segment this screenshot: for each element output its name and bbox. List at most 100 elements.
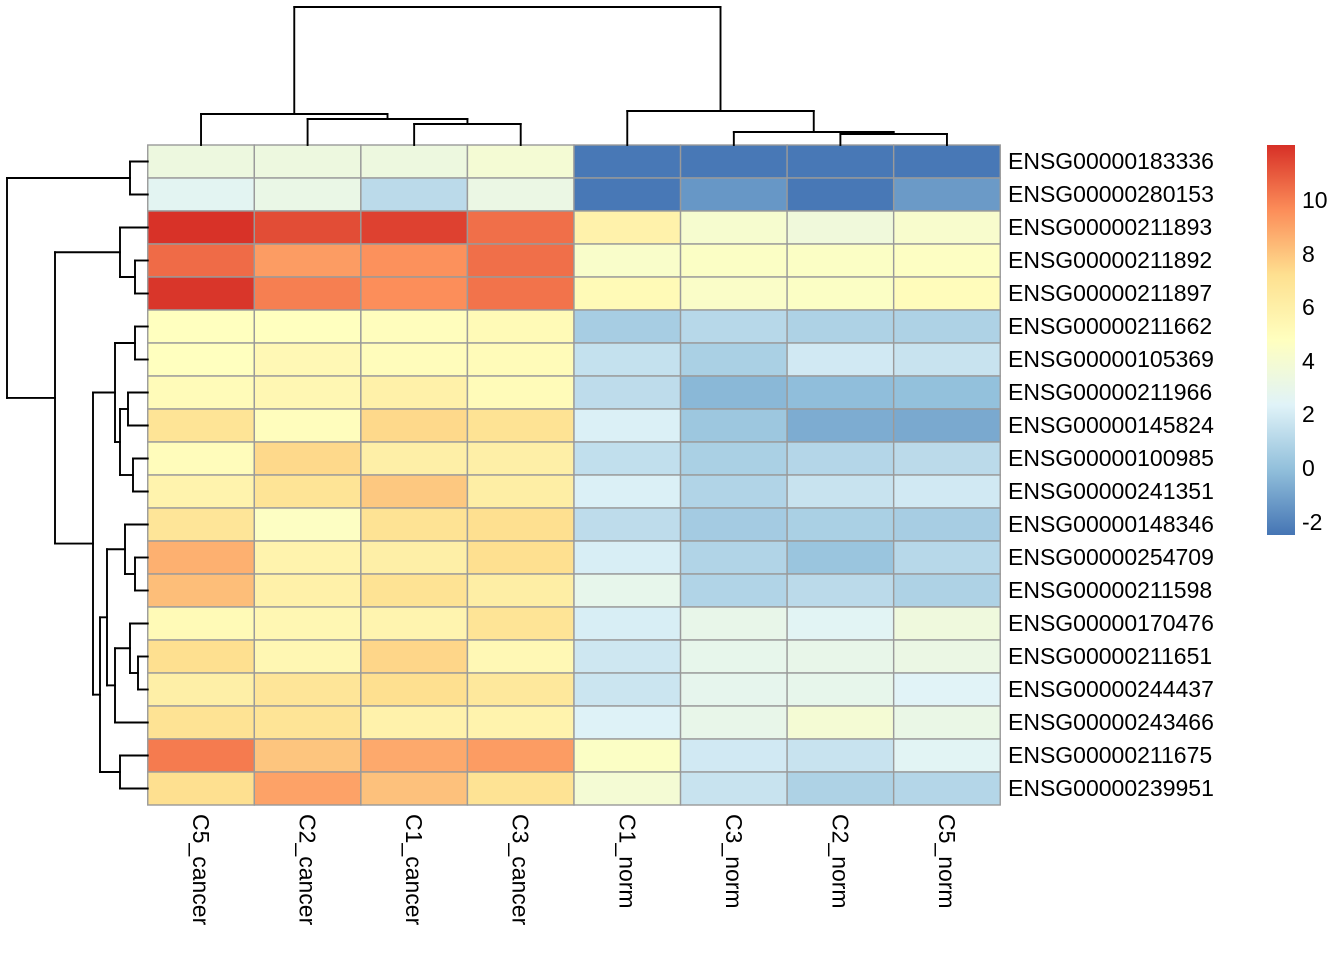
heatmap-cell	[786, 771, 895, 806]
heatmap-cell	[360, 375, 469, 410]
heatmap-cell	[466, 243, 575, 278]
heatmap-cell	[786, 606, 895, 641]
heatmap-cell	[253, 276, 362, 311]
row-label: ENSG00000211675	[1008, 742, 1213, 768]
row-label: ENSG00000211897	[1008, 280, 1213, 306]
heatmap-cell	[679, 474, 788, 509]
column-label: C5_norm	[934, 814, 960, 909]
heatmap-cell	[892, 705, 1001, 740]
heatmap-cell	[892, 573, 1001, 608]
heatmap-cell	[786, 474, 895, 509]
heatmap-cell	[360, 309, 469, 344]
row-label: ENSG00000148346	[1008, 511, 1214, 537]
row-label: ENSG00000239951	[1008, 775, 1214, 801]
colorbar-tick-label: 6	[1302, 294, 1315, 321]
heatmap-cell	[360, 408, 469, 443]
heatmap-cell	[786, 672, 895, 707]
heatmap-cell	[466, 177, 575, 212]
heatmap-cell	[786, 276, 895, 311]
heatmap-cell	[147, 771, 256, 806]
row-label: ENSG00000145824	[1008, 412, 1214, 438]
heatmap-cell	[786, 540, 895, 575]
heatmap-cell	[573, 309, 682, 344]
row-label: ENSG00000183336	[1008, 148, 1214, 174]
heatmap-cell	[786, 210, 895, 245]
row-label: ENSG00000211598	[1008, 577, 1213, 603]
heatmap-cell	[679, 144, 788, 179]
heatmap-cell	[892, 177, 1001, 212]
heatmap-cell	[679, 573, 788, 608]
heatmap-cell	[573, 573, 682, 608]
heatmap-cell	[147, 738, 256, 773]
heatmap-cell	[253, 540, 362, 575]
heatmap-cell	[253, 474, 362, 509]
heatmap-cell	[573, 540, 682, 575]
column-label: C1_cancer	[401, 814, 428, 926]
heatmap-cell	[573, 771, 682, 806]
heatmap-cell	[679, 639, 788, 674]
heatmap-cell	[573, 606, 682, 641]
heatmap-cell	[360, 177, 469, 212]
heatmap-cell	[466, 573, 575, 608]
heatmap-cell	[253, 606, 362, 641]
heatmap-cell	[466, 375, 575, 410]
heatmap-cell	[360, 342, 469, 377]
heatmap-cell	[466, 639, 575, 674]
heatmap-cell	[253, 144, 362, 179]
heatmap-cell	[573, 276, 682, 311]
heatmap-cell	[253, 408, 362, 443]
column-label: C2_norm	[827, 814, 854, 909]
heatmap-cell	[147, 573, 256, 608]
heatmap-cell	[147, 507, 256, 542]
heatmap-cell	[786, 144, 895, 179]
row-label: ENSG00000243466	[1008, 709, 1214, 735]
heatmap-cell	[573, 672, 682, 707]
heatmap-cell	[573, 474, 682, 509]
heatmap-cell	[360, 771, 469, 806]
heatmap-cell	[466, 738, 575, 773]
heatmap-cell	[147, 672, 256, 707]
heatmap-cell	[253, 639, 362, 674]
heatmap-cell	[360, 540, 469, 575]
heatmap-cell	[360, 507, 469, 542]
heatmap-cell	[147, 540, 256, 575]
heatmap-cell	[573, 243, 682, 278]
heatmap-cell	[679, 375, 788, 410]
heatmap-cell	[147, 441, 256, 476]
row-label: ENSG00000170476	[1008, 610, 1214, 636]
heatmap-cell	[892, 441, 1001, 476]
heatmap-cell	[892, 243, 1001, 278]
heatmap-cell	[892, 408, 1001, 443]
heatmap-cells	[147, 144, 1001, 806]
heatmap-cell	[892, 210, 1001, 245]
heatmap-cell	[892, 738, 1001, 773]
heatmap-cell	[466, 540, 575, 575]
heatmap-cell	[466, 144, 575, 179]
heatmap-cell	[786, 408, 895, 443]
heatmap-cell	[573, 705, 682, 740]
heatmap-cell	[786, 441, 895, 476]
heatmap-cell	[573, 375, 682, 410]
heatmap-cell	[573, 441, 682, 476]
heatmap-cell	[466, 441, 575, 476]
heatmap-cell	[466, 408, 575, 443]
heatmap-cell	[679, 342, 788, 377]
heatmap-cell	[892, 639, 1001, 674]
heatmap-cell	[147, 606, 256, 641]
heatmap-cell	[466, 507, 575, 542]
heatmap-cell	[573, 738, 682, 773]
heatmap-cell	[360, 144, 469, 179]
heatmap-cell	[147, 144, 256, 179]
heatmap-cell	[360, 639, 469, 674]
column-label: C5_cancer	[188, 814, 214, 926]
heatmap-cell	[573, 507, 682, 542]
heatmap-cell	[466, 276, 575, 311]
heatmap-cell	[679, 738, 788, 773]
heatmap-cell	[679, 771, 788, 806]
heatmap-cell	[253, 342, 362, 377]
heatmap-cell	[892, 507, 1001, 542]
heatmap-cell	[786, 507, 895, 542]
heatmap-cell	[679, 507, 788, 542]
heatmap-cell	[147, 342, 256, 377]
